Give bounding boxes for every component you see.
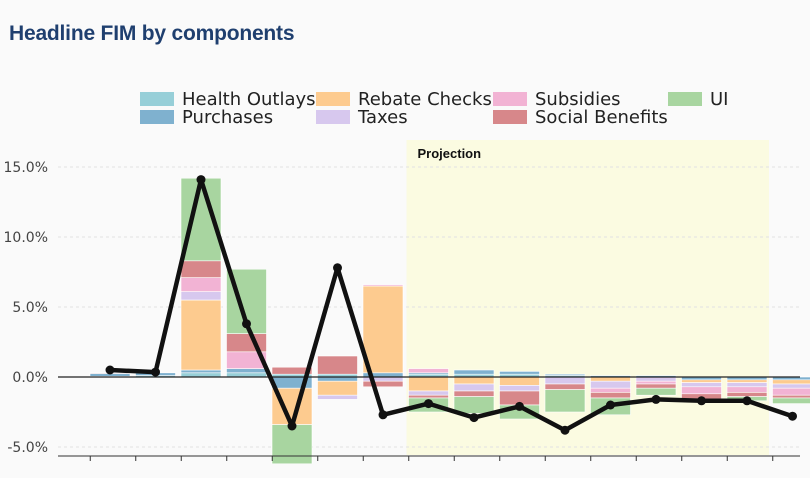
legend-swatch: [316, 92, 350, 106]
headline-point: [606, 400, 615, 410]
bar-segment-rebate-checks: [726, 379, 768, 383]
bar-segment-social-benefits: [772, 394, 810, 399]
legend: Health Outlays Rebate Checks Subsidies UI Pu…: [0, 0, 810, 130]
legend-item-health-outlays: Health Outlays: [140, 88, 316, 110]
legend-label: Social Benefits: [535, 106, 668, 128]
bar-segment-ui: [453, 396, 495, 414]
bar-segment-subsidies: [408, 368, 449, 374]
legend-item-subsidies: Subsidies: [493, 88, 621, 110]
headline-point: [515, 401, 524, 411]
bar-segment-subsidies: [681, 386, 722, 395]
bar-segment-taxes: [544, 376, 586, 385]
headline-point: [560, 425, 570, 435]
legend-item-social-benefits: Social Benefits: [493, 106, 668, 128]
bar-segment-subsidies: [772, 387, 810, 396]
bar-segment-taxes: [180, 291, 222, 301]
projection-label: Projection: [418, 146, 482, 161]
bar-segment-rebate-checks: [681, 379, 722, 383]
headline-point: [378, 410, 388, 420]
bar-segment-rebate-checks: [180, 299, 222, 371]
headline-point: [151, 367, 160, 377]
bar-segment-taxes: [499, 385, 540, 392]
headline-point: [196, 175, 206, 185]
y-tick-label: -5.0%: [7, 440, 48, 456]
bar-segment-taxes: [453, 383, 495, 392]
bar-segment-subsidies: [590, 387, 631, 393]
legend-label: Taxes: [358, 106, 408, 128]
bar-segment-rebate-checks: [453, 376, 495, 385]
bar-segment-social-benefits: [590, 392, 631, 399]
chart-title: Headline FIM by components: [9, 22, 295, 45]
headline-point: [333, 263, 342, 273]
legend-label: Purchases: [182, 106, 274, 128]
headline-point: [105, 365, 115, 375]
legend-label: Rebate Checks: [358, 88, 492, 110]
legend-swatch: [140, 110, 174, 124]
legend-item-ui: UI: [668, 88, 729, 110]
legend-item-rebate-checks: Rebate Checks: [316, 88, 492, 110]
bar-segment-taxes: [772, 383, 810, 389]
bar-segment-rebate-checks: [362, 285, 404, 374]
bar-segment-subsidies: [362, 284, 404, 287]
bar-segment-ui: [635, 387, 677, 396]
bar-segment-purchases: [180, 369, 222, 374]
headline-point: [469, 413, 479, 423]
bar-segment-ui: [544, 389, 586, 413]
bar-segment-subsidies: [180, 277, 222, 292]
bar-segment-social-benefits: [544, 383, 586, 390]
legend-swatch: [668, 92, 702, 106]
bar-segment-social-benefits: [453, 390, 495, 397]
headline-point: [788, 411, 797, 421]
legend-swatch: [316, 110, 350, 124]
y-tick-label: 5.0%: [12, 300, 48, 316]
headline-point: [287, 421, 297, 431]
bar-segment-rebate-checks: [408, 376, 449, 392]
bar-segment-taxes: [681, 382, 722, 388]
bar-segment-social-benefits: [362, 380, 404, 388]
legend-swatch: [493, 92, 527, 106]
headline-point: [742, 396, 752, 406]
bar-segment-taxes: [726, 382, 768, 388]
bar-segment-ui: [271, 424, 313, 465]
bar-segment-purchases: [453, 369, 495, 375]
bar-segment-rebate-checks: [499, 376, 540, 386]
bar-segment-purchases: [499, 371, 540, 375]
headline-line: [107, 177, 795, 433]
bar-segment-taxes: [590, 380, 631, 389]
legend-label: Subsidies: [535, 88, 621, 110]
headline-point: [697, 396, 706, 406]
legend-label: Health Outlays: [182, 88, 316, 110]
headline-point: [651, 394, 661, 404]
bar-segment-ui: [772, 397, 810, 404]
bar-segment-social-benefits: [635, 383, 677, 389]
bar-segment-social-benefits: [226, 333, 267, 353]
bar-segment-social-benefits: [271, 366, 313, 375]
legend-item-purchases: Purchases: [140, 106, 274, 128]
y-tick-label: 0.0%: [12, 370, 48, 386]
bar-segment-taxes: [408, 390, 449, 396]
legend-label: UI: [710, 88, 729, 110]
legend-item-taxes: Taxes: [316, 106, 408, 128]
bar-segment-social-benefits: [317, 355, 358, 375]
bar-segment-subsidies: [726, 386, 768, 393]
bar-segment-rebate-checks: [317, 380, 358, 396]
bar-segment-social-benefits: [180, 260, 222, 278]
bar-segment-rebate-checks: [772, 379, 810, 385]
headline-point: [242, 319, 251, 329]
bar-segment-social-benefits: [408, 394, 449, 399]
headline-point: [424, 399, 433, 409]
bar-segment-subsidies: [635, 380, 677, 385]
bar-segment-purchases: [226, 368, 267, 374]
bar-segment-social-benefits: [726, 392, 768, 397]
bar-segment-taxes: [317, 394, 358, 400]
legend-swatch: [140, 92, 174, 106]
bar-segment-purchases: [544, 373, 586, 376]
y-tick-label: 15.0%: [4, 160, 48, 176]
legend-swatch: [493, 110, 527, 124]
y-tick-label: 10.0%: [4, 230, 48, 246]
